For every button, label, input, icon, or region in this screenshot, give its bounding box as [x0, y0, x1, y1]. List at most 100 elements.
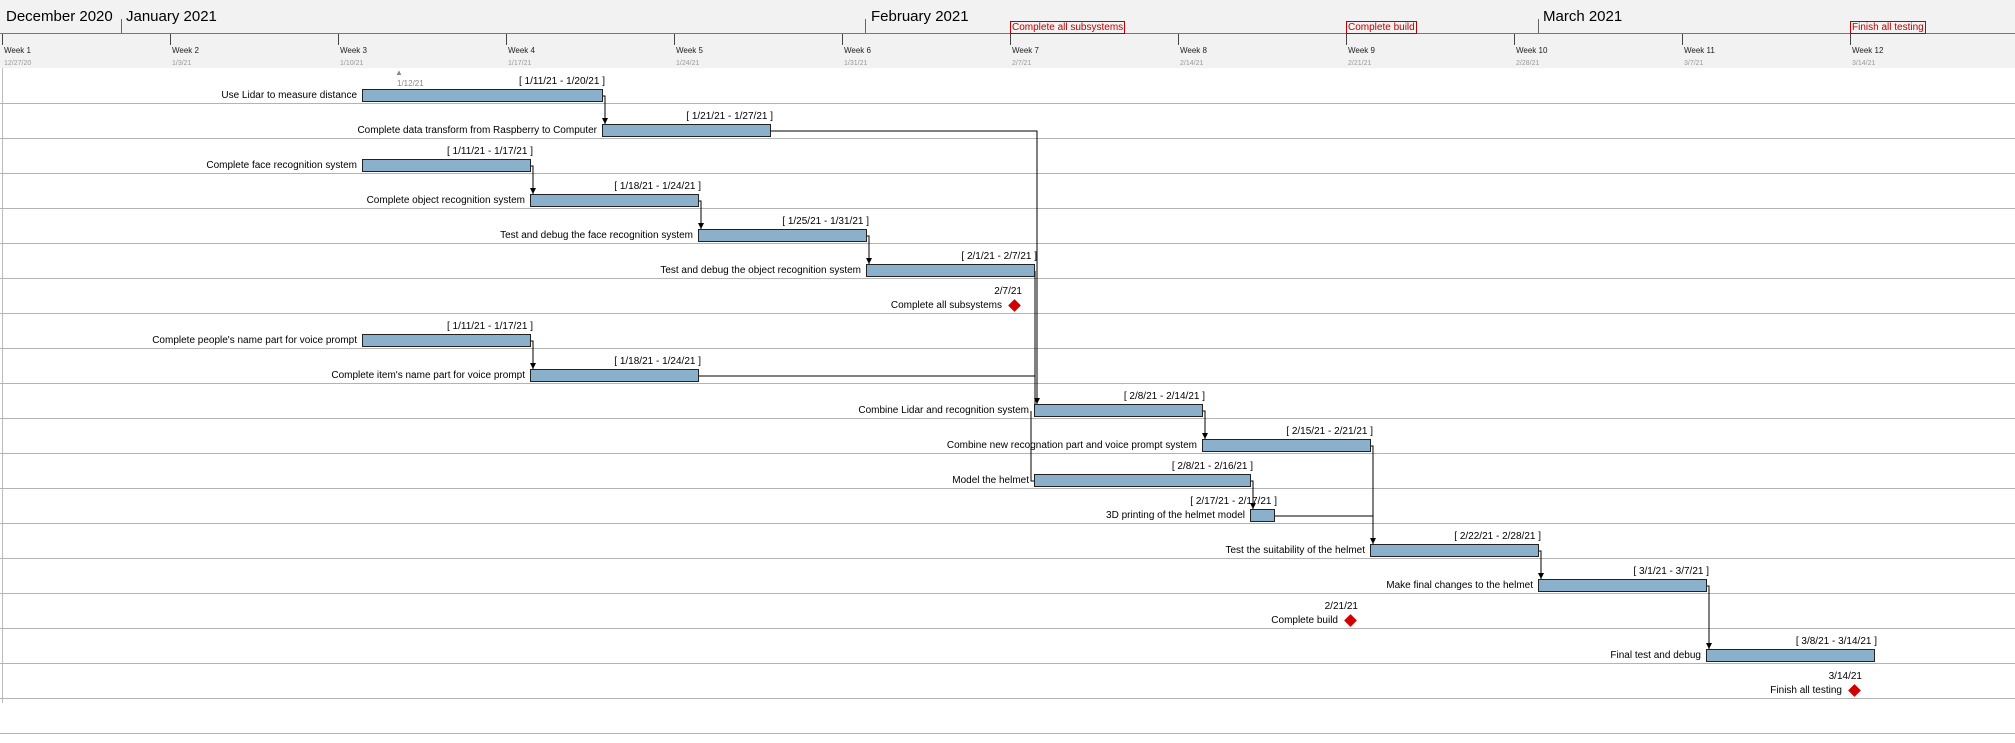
task-name[interactable]: Final test and debug [1610, 650, 1701, 661]
task-name[interactable]: Test and debug the object recognition sy… [660, 265, 861, 276]
task-date-range: [ 3/8/21 - 3/14/21 ] [1795, 636, 1877, 647]
task-bar[interactable] [530, 194, 699, 207]
task-name[interactable]: Complete face recognition system [206, 160, 357, 171]
task-bar[interactable] [1538, 579, 1707, 592]
week-label: Week 12 [1852, 46, 1884, 55]
week-separator [170, 34, 171, 45]
month-separator [865, 19, 866, 33]
row-divider [0, 698, 2015, 699]
milestone-name[interactable]: Complete all subsystems [890, 300, 1002, 311]
task-name[interactable]: Model the helmet [952, 475, 1029, 486]
task-name[interactable]: Complete item's name part for voice prom… [331, 370, 525, 381]
task-bar[interactable] [1202, 439, 1371, 452]
week-separator [1514, 34, 1515, 45]
task-name[interactable]: Complete object recognition system [366, 195, 525, 206]
task-name[interactable]: 3D printing of the helmet model [1106, 510, 1245, 521]
row-divider [0, 103, 2015, 104]
week-label: Week 6 [844, 46, 871, 55]
task-name[interactable]: Combine Lidar and recognition system [858, 405, 1029, 416]
week-start-date: 2/21/21 [1348, 60, 1372, 67]
dependency-links [530, 95, 1712, 649]
row-divider [0, 628, 2015, 629]
task-bar[interactable] [362, 334, 531, 347]
milestone-date: 2/7/21 [994, 286, 1022, 297]
task-bar[interactable] [362, 159, 531, 172]
arrowhead-icon [866, 258, 872, 264]
week-separator [1346, 34, 1347, 45]
week-separator [1850, 34, 1851, 45]
task-date-range: [ 1/25/21 - 1/31/21 ] [782, 216, 869, 227]
today-date-label: 1/12/21 [397, 79, 424, 88]
week-separator [338, 34, 339, 45]
milestone-name[interactable]: Finish all testing [1770, 685, 1842, 696]
dependency-line [1251, 480, 1254, 509]
header-milestone-flag[interactable]: Finish all testing [1850, 21, 1926, 34]
task-bar[interactable] [1034, 404, 1203, 417]
task-bar[interactable] [1370, 544, 1539, 557]
task-date-range: [ 1/18/21 - 1/24/21 ] [614, 181, 701, 192]
week-separator [2, 34, 3, 45]
task-date-range: [ 1/11/21 - 1/17/21 ] [447, 146, 533, 157]
week-label: Week 5 [676, 46, 703, 55]
task-date-range: [ 2/1/21 - 2/7/21 ] [961, 251, 1037, 262]
arrowhead-icon [602, 118, 608, 124]
header-milestone-flag[interactable]: Complete build [1346, 21, 1417, 34]
row-divider [0, 348, 2015, 349]
week-label: Week 3 [340, 46, 367, 55]
task-bar[interactable] [1034, 474, 1251, 487]
task-date-range: [ 1/11/21 - 1/17/21 ] [447, 321, 533, 332]
task-bar[interactable] [530, 369, 699, 382]
task-name[interactable]: Complete data transform from Raspberry t… [357, 125, 597, 136]
gantt-chart-area: ▲ 1/12/21 Use Lidar to measure distance [… [0, 68, 2015, 743]
week-start-date: 12/27/20 [4, 60, 32, 67]
week-label: Week 11 [1684, 46, 1715, 55]
week-label: Week 9 [1348, 46, 1375, 55]
milestone-name[interactable]: Complete build [1271, 615, 1338, 626]
task-bar[interactable] [1250, 509, 1275, 522]
task-bar[interactable] [698, 229, 867, 242]
task-name[interactable]: Make final changes to the helmet [1386, 580, 1533, 591]
dependency-line [1030, 411, 1034, 482]
task-date-range: [ 2/15/21 - 2/21/21 ] [1286, 426, 1373, 437]
dependency-line [603, 95, 606, 124]
week-start-date: 3/7/21 [1684, 60, 1704, 67]
row-divider [0, 173, 2015, 174]
week-separator [674, 34, 675, 45]
month-label: January 2021 [126, 8, 217, 25]
task-bar[interactable] [602, 124, 771, 137]
week-separator [1010, 34, 1011, 45]
task-name[interactable]: Complete people's name part for voice pr… [152, 335, 357, 346]
arrowhead-icon [530, 188, 536, 194]
task-bar[interactable] [866, 264, 1035, 277]
task-date-range: [ 2/8/21 - 2/14/21 ] [1123, 391, 1205, 402]
task-name[interactable]: Test the suitability of the helmet [1225, 545, 1365, 556]
arrowhead-icon [698, 223, 704, 229]
task-bar[interactable] [362, 89, 603, 102]
header-milestone-flag[interactable]: Complete all subsystems [1010, 21, 1126, 34]
dependency-line [867, 235, 870, 264]
week-start-date: 1/17/21 [508, 60, 532, 67]
row-divider [0, 138, 2015, 139]
row-divider [0, 663, 2015, 664]
dependency-line [1539, 550, 1542, 579]
task-name[interactable]: Test and debug the face recognition syst… [500, 230, 693, 241]
task-name[interactable]: Use Lidar to measure distance [221, 90, 357, 101]
task-date-range: [ 2/22/21 - 2/28/21 ] [1454, 531, 1541, 542]
week-separator [1178, 34, 1179, 45]
row-divider [0, 523, 2015, 524]
week-separator [842, 34, 843, 45]
row-divider [0, 383, 2015, 384]
task-bar[interactable] [1706, 649, 1875, 662]
month-label: February 2021 [871, 8, 969, 25]
arrowhead-icon [1706, 643, 1712, 649]
month-separator [1538, 19, 1539, 33]
week-label: Week 1 [4, 46, 31, 55]
row-divider [0, 593, 2015, 594]
row-divider [0, 313, 2015, 314]
task-name[interactable]: Combine new recognation part and voice p… [946, 440, 1197, 451]
week-separator [506, 34, 507, 45]
week-label: Week 2 [172, 46, 199, 55]
timeline-header: December 2020 January 2021 February 2021… [0, 0, 2015, 68]
row-divider [0, 278, 2015, 279]
row-divider [0, 733, 2015, 734]
